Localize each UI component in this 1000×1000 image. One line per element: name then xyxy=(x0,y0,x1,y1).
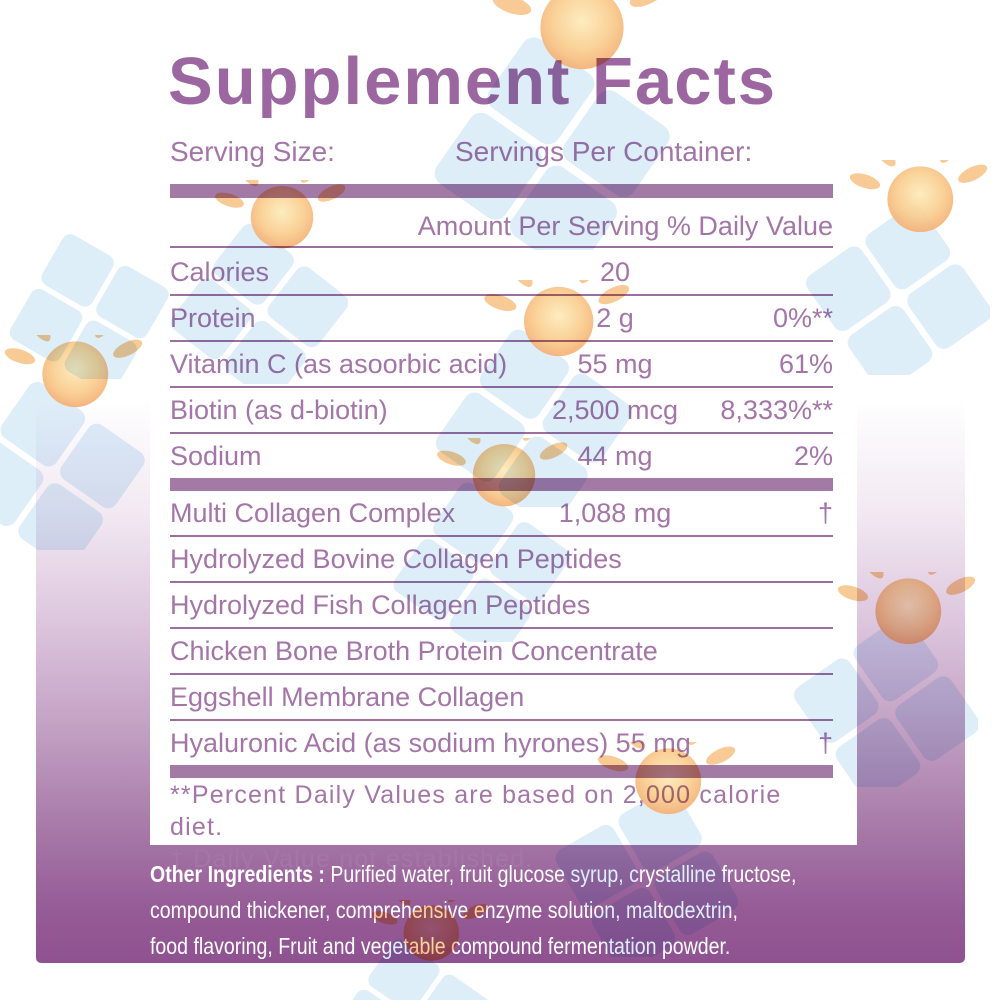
nutrient-amount: 55 mg xyxy=(577,349,653,379)
table-row: Eggshell Membrane Collagen xyxy=(170,675,833,721)
nutrient-label: Hydrolyzed Fish Collagen Peptides xyxy=(170,590,591,620)
table-row: Biotin (as d-biotin) 2,500 mcg 8,333%** xyxy=(170,388,833,434)
nutrient-amount: 1,088 mg xyxy=(558,498,672,528)
nutrient-label: Vitamin C (as asoorbic acid) xyxy=(170,349,508,379)
serving-size-label: Serving Size: xyxy=(170,136,335,167)
nutrient-label: Calories xyxy=(170,257,270,287)
nutrient-label: Hyaluronic Acid (as sodium hyrones) 55 m… xyxy=(170,728,691,758)
nutrient-label: Eggshell Membrane Collagen xyxy=(170,682,525,712)
nutrient-amount: 20 xyxy=(599,257,631,287)
other-ingredients-line: Other Ingredients : Purified water, frui… xyxy=(150,856,796,892)
nutrient-daily-value: 61% xyxy=(778,349,833,379)
nutrient-amount: 2,500 mcg xyxy=(551,395,679,425)
serving-info-row: Serving Size: Servings Per Container: xyxy=(0,136,1000,170)
footnote-line: **Percent Daily Values are based on 2,00… xyxy=(170,781,782,841)
nutrient-amount: 2 g xyxy=(596,303,634,333)
nutrient-label: Sodium xyxy=(170,441,262,471)
nutrient-label: Protein xyxy=(170,303,256,333)
table-row: Hydrolyzed Fish Collagen Peptides xyxy=(170,583,833,629)
nutrient-label: Biotin (as d-biotin) xyxy=(170,395,388,425)
nutrition-table: Calories 20 Protein 2 g 0%** Vitamin C (as as… xyxy=(170,250,833,778)
nutrient-daily-value: 0%** xyxy=(772,303,833,333)
table-row: Sodium 44 mg 2% xyxy=(170,434,833,491)
column-header: Amount Per Serving % Daily Value xyxy=(417,211,833,241)
table-row: Chicken Bone Broth Protein Concentrate xyxy=(170,629,833,675)
other-ingredients-text: Purified water, fruit glucose syrup, cry… xyxy=(324,861,797,887)
other-ingredients-label: Other Ingredients : xyxy=(150,861,325,887)
other-ingredients-line: compound thickener, comprehensive enzyme… xyxy=(150,897,738,923)
nutrient-amount: 44 mg xyxy=(577,441,653,471)
nutrient-label: Chicken Bone Broth Protein Concentrate xyxy=(170,636,658,666)
nutrient-daily-value: 2% xyxy=(793,441,833,471)
footnote-line: † Daily Value not established. xyxy=(170,845,534,873)
servings-per-container-label: Servings Per Container: xyxy=(455,136,753,167)
nutrient-label: Hydrolyzed Bovine Collagen Peptides xyxy=(170,544,622,574)
top-separator-bar xyxy=(170,184,833,198)
nutrient-daily-value: † xyxy=(817,498,833,528)
page-title: Supplement Facts xyxy=(168,44,778,119)
table-row: Vitamin C (as asoorbic acid) 55 mg 61% xyxy=(170,342,833,388)
table-row: Hyaluronic Acid (as sodium hyrones) 55 m… xyxy=(170,721,833,778)
table-row: Hydrolyzed Bovine Collagen Peptides xyxy=(170,537,833,583)
table-row: Calories 20 xyxy=(170,250,833,296)
header-divider-line xyxy=(170,246,833,248)
other-ingredients-line: food flavoring, Fruit and vegetable comp… xyxy=(150,933,731,959)
other-ingredients-block: Other Ingredients : Purified water, frui… xyxy=(150,856,796,964)
table-row: Multi Collagen Complex 1,088 mg † xyxy=(170,491,833,537)
nutrient-daily-value: † xyxy=(817,728,833,758)
nutrient-daily-value: 8,333%** xyxy=(720,395,833,425)
nutrient-label: Multi Collagen Complex xyxy=(170,498,456,528)
table-row: Protein 2 g 0%** xyxy=(170,296,833,342)
